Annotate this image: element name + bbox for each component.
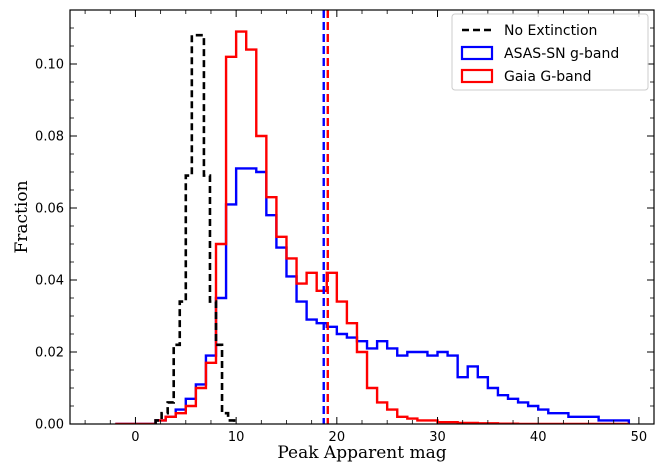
legend-box [451, 13, 649, 91]
legend-label-1: ASAS-SN g-band [504, 46, 619, 62]
legend-label-0: No Extinction [504, 23, 597, 39]
x-axis-title: Peak Apparent mag [277, 443, 446, 463]
x-tick-label: 30 [429, 430, 446, 445]
y-tick-label: 0.02 [35, 346, 64, 361]
y-tick-label: 0.04 [35, 274, 64, 289]
y-axis-title: Fraction [12, 180, 32, 253]
x-tick-label: 50 [631, 430, 648, 445]
y-tick-label: 0.08 [35, 130, 64, 145]
x-tick-label: 0 [131, 430, 139, 445]
x-tick-label: 20 [329, 430, 346, 445]
median-lines-layer [322, 10, 329, 424]
legend: No Extinction ASAS-SN g-band Gaia G-band [451, 13, 649, 91]
y-tick-label: 0.10 [35, 58, 64, 73]
legend-swatch-2 [460, 68, 494, 84]
histogram-series-asas-sn-g-band [115, 167, 631, 424]
histogram-series-no-extinction [154, 33, 236, 424]
legend-label-2: Gaia G-band [504, 69, 591, 85]
x-tick-label: 10 [228, 430, 245, 445]
legend-swatch-1 [460, 45, 494, 61]
y-tick-label: 0.00 [35, 418, 64, 433]
y-tick-label: 0.06 [35, 202, 64, 217]
x-tick-label: 40 [530, 430, 547, 445]
